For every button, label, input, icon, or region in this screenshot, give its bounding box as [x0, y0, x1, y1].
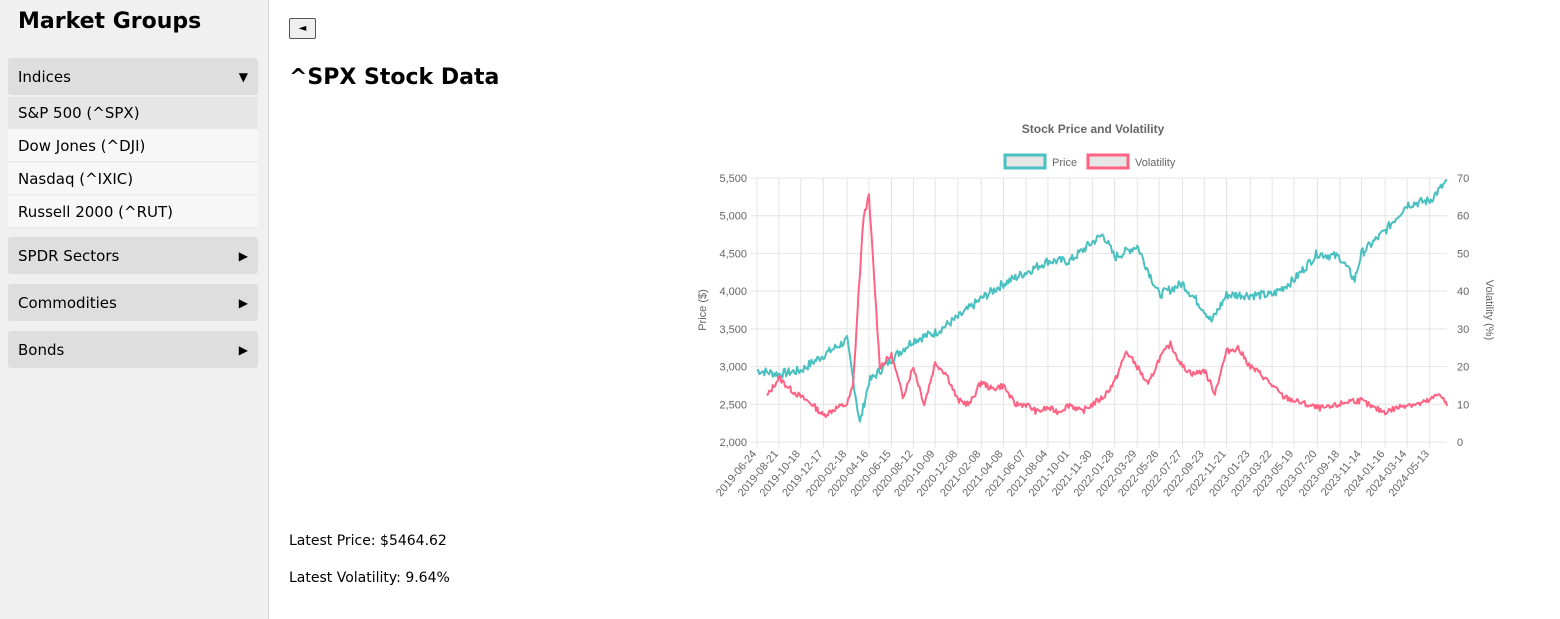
- chevron-right-icon: ▶: [238, 342, 248, 357]
- y-tick-label: 4,500: [719, 248, 747, 260]
- latest-price: Latest Price: $5464.62: [289, 533, 447, 549]
- y-tick-label: 5,000: [719, 211, 747, 223]
- group-spdr-sectors-label: SPDR Sectors: [18, 246, 120, 265]
- group-commodities[interactable]: Commodities ▶: [8, 284, 258, 321]
- chart-legend[interactable]: Price Volatility: [1003, 153, 1176, 170]
- y-tick-label: 4,000: [719, 286, 747, 298]
- chart-grid: [751, 177, 1447, 448]
- legend-swatch-price: [1003, 153, 1047, 170]
- sidebar: Market Groups Indices ▼ S&P 500 (^SPX) D…: [0, 0, 269, 619]
- group-commodities-label: Commodities: [18, 293, 117, 312]
- sidebar-item-ixic[interactable]: Nasdaq (^IXIC): [8, 163, 258, 195]
- chevron-right-icon: ▶: [238, 295, 248, 310]
- legend-swatch-volatility: [1086, 153, 1130, 170]
- volatility-line: [766, 193, 1448, 419]
- group-indices-label: Indices: [18, 67, 71, 86]
- chart-title: Stock Price and Volatility: [1022, 122, 1165, 136]
- group-spdr-sectors[interactable]: SPDR Sectors ▶: [8, 237, 258, 274]
- y2-tick-label: 0: [1457, 437, 1463, 449]
- sidebar-item-spx[interactable]: S&P 500 (^SPX): [8, 97, 258, 129]
- back-button[interactable]: ◄: [289, 18, 316, 39]
- group-indices[interactable]: Indices ▼: [8, 58, 258, 95]
- y-tick-label: 3,000: [719, 362, 747, 374]
- sidebar-item-dji[interactable]: Dow Jones (^DJI): [8, 130, 258, 162]
- y-tick-label: 5,500: [719, 173, 747, 185]
- y-tick-label: 3,500: [719, 324, 747, 336]
- y2-tick-label: 50: [1457, 248, 1469, 260]
- sidebar-title: Market Groups: [18, 9, 202, 34]
- y2-axis-title: Volatility (%): [1483, 280, 1495, 341]
- chart-series: [756, 179, 1448, 423]
- y2-tick-label: 40: [1457, 286, 1469, 298]
- y2-tick-label: 60: [1457, 211, 1469, 223]
- y-tick-label: 2,000: [719, 437, 747, 449]
- price-line: [756, 179, 1448, 423]
- group-bonds[interactable]: Bonds ▶: [8, 331, 258, 368]
- chevron-down-icon: ▼: [238, 69, 248, 84]
- y2-tick-label: 20: [1457, 362, 1469, 374]
- legend-label-volatility: Volatility: [1135, 157, 1176, 169]
- y-axis-title: Price ($): [697, 289, 709, 331]
- chart-container: Stock Price and Volatility Price Volatili…: [690, 112, 1510, 526]
- y-tick-label: 2,500: [719, 399, 747, 411]
- legend-label-price: Price: [1052, 157, 1077, 169]
- y2-tick-label: 30: [1457, 324, 1469, 336]
- sidebar-item-rut[interactable]: Russell 2000 (^RUT): [8, 196, 258, 228]
- chart-axes: 5,500 5,000 4,500 4,000 3,500 3,000 2,500 2,000…: [697, 173, 1495, 499]
- y2-tick-label: 70: [1457, 173, 1469, 185]
- y2-tick-label: 10: [1457, 399, 1469, 411]
- stock-chart: Stock Price and Volatility Price Volatili…: [697, 122, 1495, 499]
- chevron-right-icon: ▶: [238, 248, 248, 263]
- page-title: ^SPX Stock Data: [289, 65, 500, 90]
- group-bonds-label: Bonds: [18, 340, 65, 359]
- latest-volatility: Latest Volatility: 9.64%: [289, 570, 450, 586]
